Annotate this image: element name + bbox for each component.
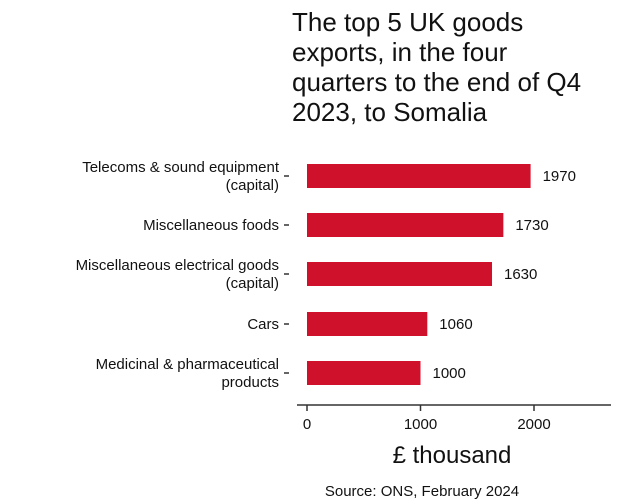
chart-title-line: exports, in the four — [292, 37, 508, 67]
x-tick-label: 1000 — [404, 416, 437, 433]
category-label: products — [221, 374, 279, 391]
category-label: Medicinal & pharmaceutical — [96, 356, 279, 373]
x-axis: 0 1000 2000 — [297, 404, 611, 433]
source-note: Source: ONS, February 2024 — [325, 483, 519, 500]
bars — [307, 164, 531, 385]
chart-title-line: 2023, to Somalia — [292, 97, 488, 127]
bar — [307, 361, 421, 385]
category-labels: Telecoms & sound equipment(capital)Misce… — [76, 159, 289, 391]
bar — [307, 312, 428, 336]
chart-title-line: The top 5 UK goods — [292, 7, 523, 37]
x-tick-label: 0 — [303, 416, 311, 433]
category-label: Telecoms & sound equipment — [82, 159, 280, 176]
category-label: Cars — [247, 316, 279, 333]
chart-title-line: quarters to the end of Q4 — [292, 67, 581, 97]
x-axis-title: £ thousand — [393, 442, 512, 469]
bar — [307, 164, 531, 188]
bar-value-label: 1060 — [439, 316, 472, 333]
bar — [307, 262, 493, 286]
bar — [307, 213, 504, 237]
category-label: (capital) — [226, 275, 279, 292]
bar-value-label: 1630 — [504, 266, 537, 283]
bar-value-label: 1000 — [433, 365, 466, 382]
category-label: Miscellaneous electrical goods — [76, 257, 279, 274]
category-label: Miscellaneous foods — [143, 217, 279, 234]
x-tick-label: 2000 — [517, 416, 550, 433]
bar-value-label: 1970 — [543, 168, 576, 185]
value-labels: 1970 1730 1630 1060 1000 — [433, 168, 576, 382]
category-label: (capital) — [226, 177, 279, 194]
bar-value-label: 1730 — [515, 217, 548, 234]
